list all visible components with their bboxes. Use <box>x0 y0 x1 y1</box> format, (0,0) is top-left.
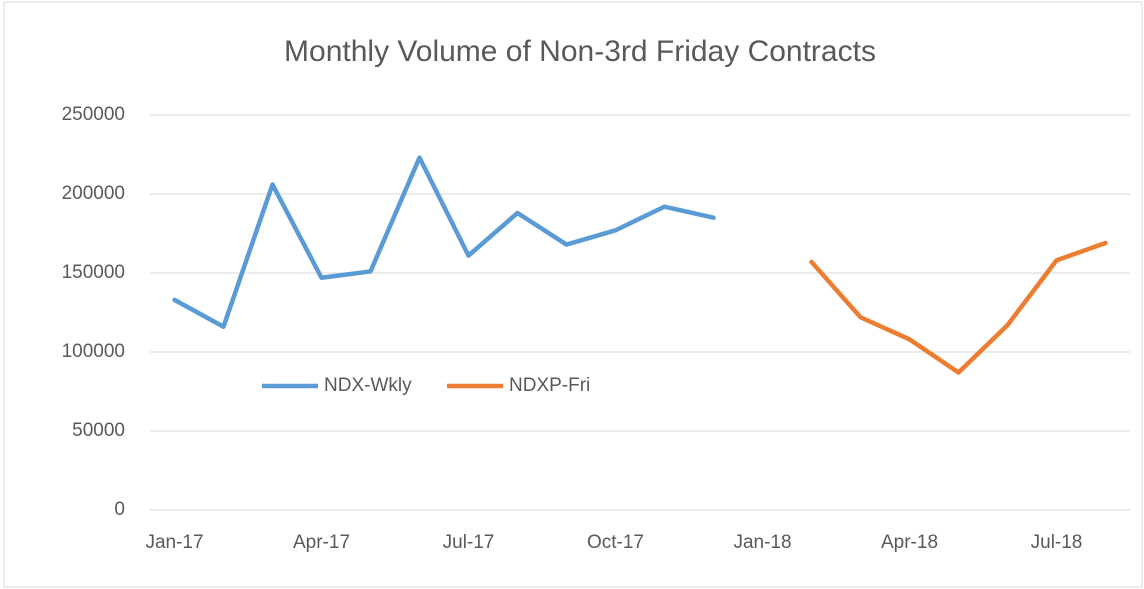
y-tick-label: 100000 <box>62 341 125 362</box>
y-tick-label: 0 <box>114 499 125 520</box>
x-tick-label: Jul-17 <box>443 532 495 553</box>
x-tick-label: Apr-17 <box>293 532 350 553</box>
y-tick-label: 200000 <box>62 183 125 204</box>
series-line <box>809 240 1108 375</box>
chart-title: Monthly Volume of Non-3rd Friday Contrac… <box>284 35 876 68</box>
y-tick-label: 150000 <box>62 262 125 283</box>
chart-frame <box>3 1 1143 588</box>
legend-label: NDXP-Fri <box>509 375 590 396</box>
y-tick-label: 250000 <box>62 104 125 125</box>
y-tick-label: 50000 <box>72 420 125 441</box>
x-tick-label: Jan-18 <box>733 532 791 553</box>
x-tick-label: Oct-17 <box>587 532 644 553</box>
series-line <box>172 155 716 329</box>
x-tick-label: Jan-17 <box>145 532 203 553</box>
x-tick-label: Jul-18 <box>1031 532 1083 553</box>
x-tick-label: Apr-18 <box>881 532 938 553</box>
legend-label: NDX-Wkly <box>324 375 412 396</box>
